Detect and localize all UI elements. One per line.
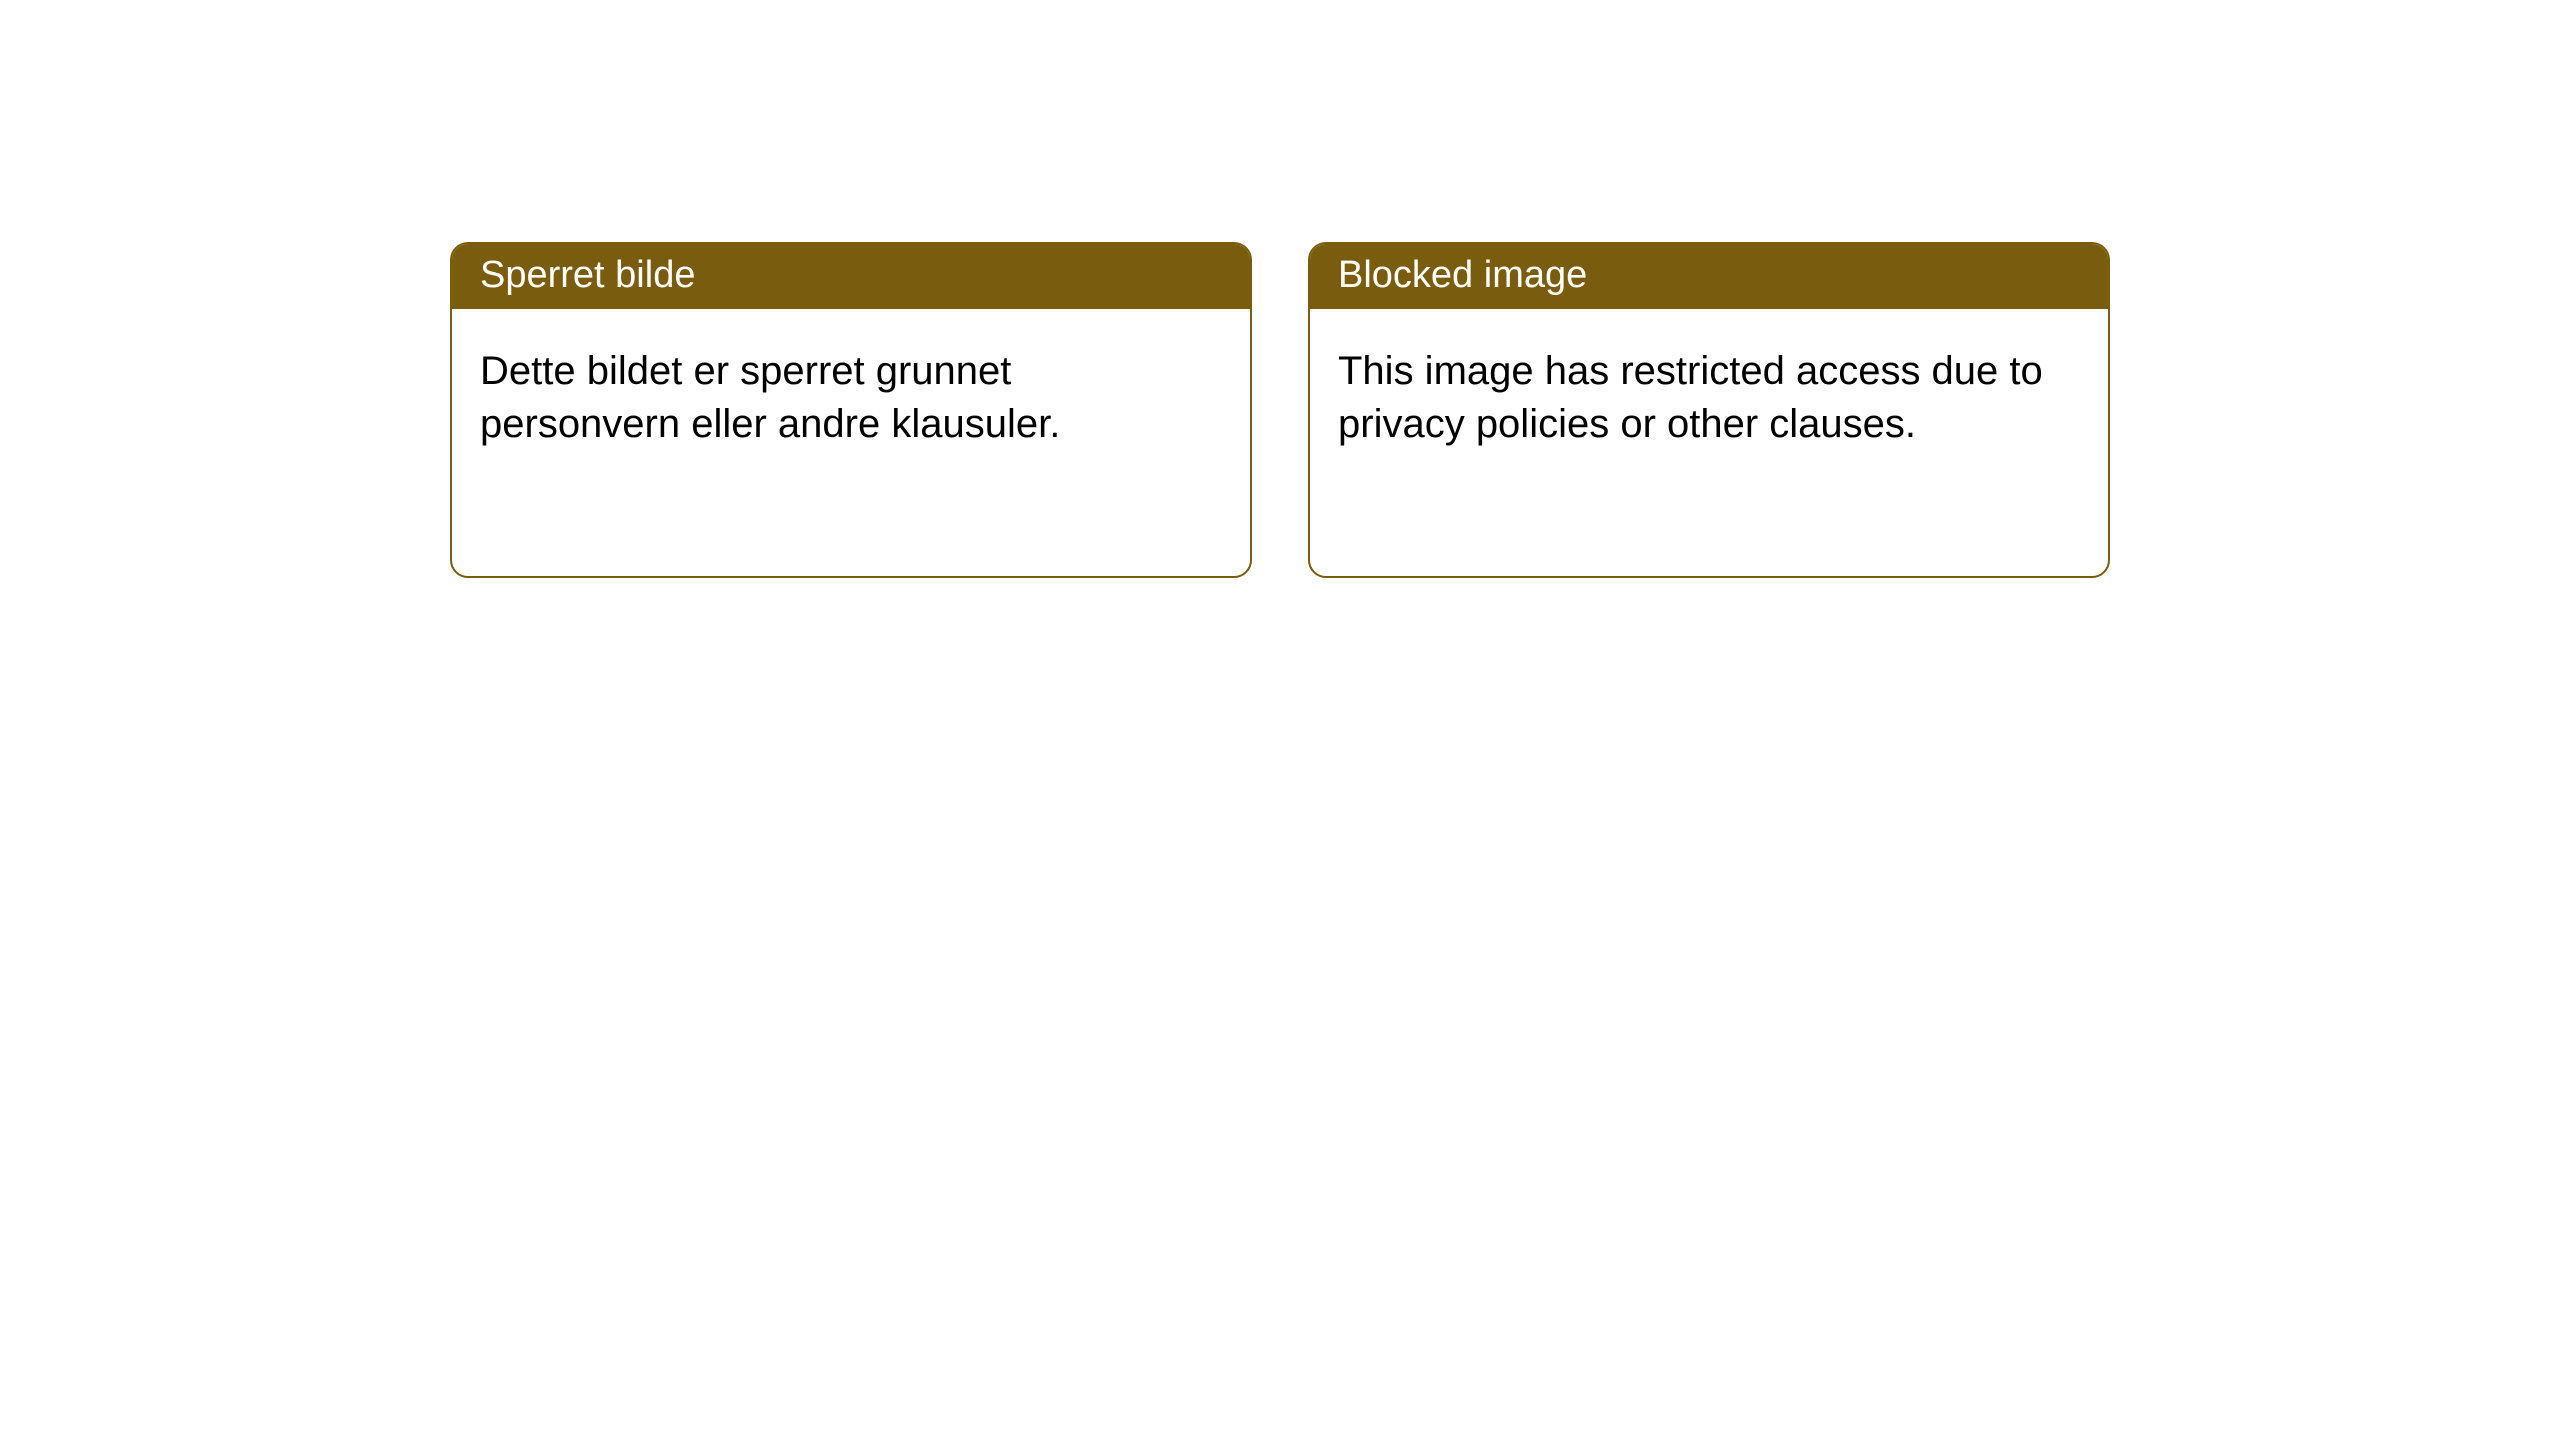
notice-body: Dette bildet er sperret grunnet personve… bbox=[452, 309, 1250, 487]
notice-body-text: This image has restricted access due to … bbox=[1338, 349, 2043, 446]
notice-title: Blocked image bbox=[1338, 254, 1587, 296]
notice-body: This image has restricted access due to … bbox=[1310, 309, 2108, 487]
notice-cards-container: Sperret bilde Dette bildet er sperret gr… bbox=[450, 242, 2110, 578]
notice-title: Sperret bilde bbox=[480, 254, 695, 296]
notice-body-text: Dette bildet er sperret grunnet personve… bbox=[480, 349, 1060, 446]
notice-card-english: Blocked image This image has restricted … bbox=[1308, 242, 2110, 578]
notice-header: Sperret bilde bbox=[452, 244, 1250, 309]
notice-header: Blocked image bbox=[1310, 244, 2108, 309]
notice-card-norwegian: Sperret bilde Dette bildet er sperret gr… bbox=[450, 242, 1252, 578]
